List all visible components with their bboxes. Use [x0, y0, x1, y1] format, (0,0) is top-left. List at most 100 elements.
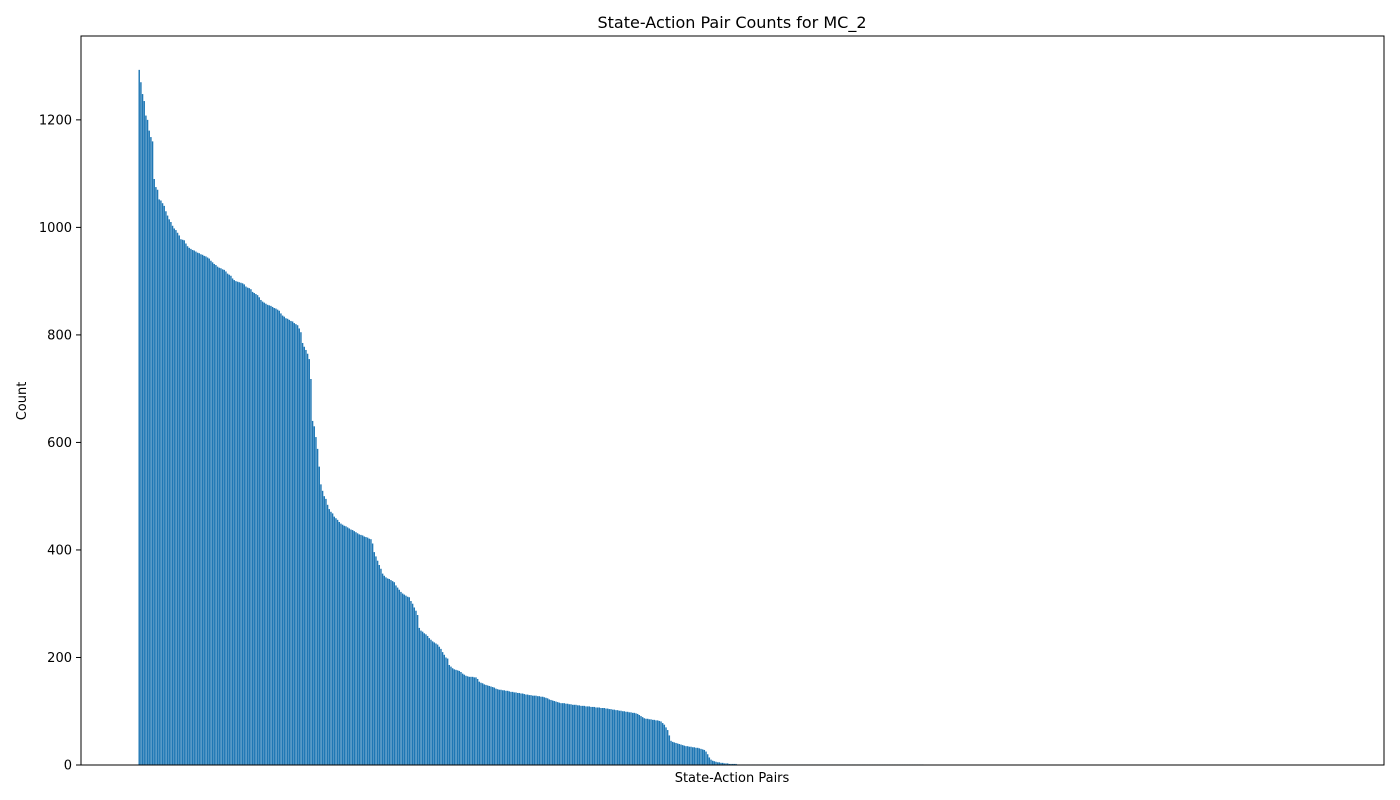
bar	[293, 323, 295, 765]
bar	[543, 697, 546, 765]
bar	[383, 575, 385, 765]
bar	[338, 522, 340, 765]
bar	[156, 189, 159, 765]
bar	[453, 669, 456, 765]
bar	[463, 674, 466, 765]
y-axis-label: Count	[15, 382, 30, 421]
bar	[138, 69, 140, 766]
bar	[190, 248, 192, 765]
bar	[716, 762, 719, 765]
bar	[223, 269, 225, 765]
bar	[566, 703, 569, 765]
y-tick-label: 200	[47, 651, 72, 666]
bar	[388, 578, 390, 765]
bar	[555, 701, 557, 765]
bar	[386, 578, 389, 765]
bar	[688, 746, 691, 765]
y-tick-label: 800	[47, 328, 72, 343]
bar	[591, 706, 594, 765]
bar	[641, 717, 644, 765]
bar	[208, 258, 210, 765]
bar	[478, 681, 481, 765]
bar	[418, 627, 421, 765]
bar	[436, 644, 439, 765]
bar	[666, 730, 669, 765]
bar	[488, 685, 491, 765]
bar	[276, 309, 279, 765]
bar	[635, 713, 637, 765]
bar	[300, 332, 302, 765]
bar	[375, 556, 377, 765]
bar	[328, 509, 330, 765]
bar	[621, 711, 624, 765]
bar	[205, 256, 207, 765]
bar	[236, 281, 239, 765]
bar	[356, 533, 359, 765]
bar	[193, 250, 195, 765]
bar	[483, 684, 486, 765]
bar	[526, 694, 529, 765]
bar	[675, 742, 677, 765]
bar	[246, 287, 249, 765]
bar	[533, 695, 536, 765]
bar	[366, 537, 369, 765]
bar	[213, 263, 215, 765]
bar	[266, 304, 269, 765]
bar	[331, 513, 334, 765]
bar	[290, 320, 292, 765]
bar	[605, 708, 607, 765]
y-tick-label: 1200	[39, 113, 72, 128]
bar	[491, 687, 494, 765]
bar	[303, 346, 305, 765]
bar	[231, 278, 234, 765]
bar	[390, 580, 392, 765]
bar	[376, 560, 379, 765]
bar	[183, 240, 185, 766]
bar	[556, 702, 559, 765]
bar	[411, 603, 414, 765]
bar	[438, 646, 441, 765]
bar	[218, 267, 220, 765]
bar	[558, 702, 561, 765]
bar	[323, 496, 325, 765]
bar	[511, 691, 514, 765]
bar	[623, 711, 626, 765]
bar	[456, 670, 459, 765]
bar	[721, 762, 724, 765]
y-axis-ticks: 0 200 400 600 800 1000 1200	[39, 113, 81, 774]
bar	[305, 349, 307, 765]
bar	[311, 420, 314, 765]
bar	[326, 504, 329, 765]
bar	[731, 763, 734, 765]
bar	[405, 595, 407, 765]
bar	[541, 696, 544, 765]
bar	[616, 710, 619, 765]
bar	[460, 671, 462, 765]
bar	[255, 294, 257, 765]
bar	[153, 179, 155, 765]
bar	[725, 763, 727, 765]
bar	[586, 706, 589, 765]
bar	[270, 305, 272, 765]
bar	[640, 716, 642, 765]
bar	[325, 498, 327, 765]
bar	[451, 668, 454, 765]
bar	[230, 275, 232, 765]
bar	[710, 759, 712, 765]
bar	[198, 253, 200, 765]
bar	[186, 246, 189, 765]
bar	[298, 328, 300, 765]
bar	[346, 527, 349, 765]
bar	[585, 706, 587, 765]
bar	[380, 568, 382, 765]
bar	[671, 741, 674, 765]
bar	[575, 704, 577, 765]
bar	[396, 587, 399, 765]
bar	[536, 696, 539, 765]
bar	[626, 711, 629, 765]
bar	[315, 437, 317, 765]
bar	[630, 712, 632, 765]
bar	[155, 187, 157, 765]
bar	[233, 280, 235, 765]
bar	[645, 718, 647, 765]
